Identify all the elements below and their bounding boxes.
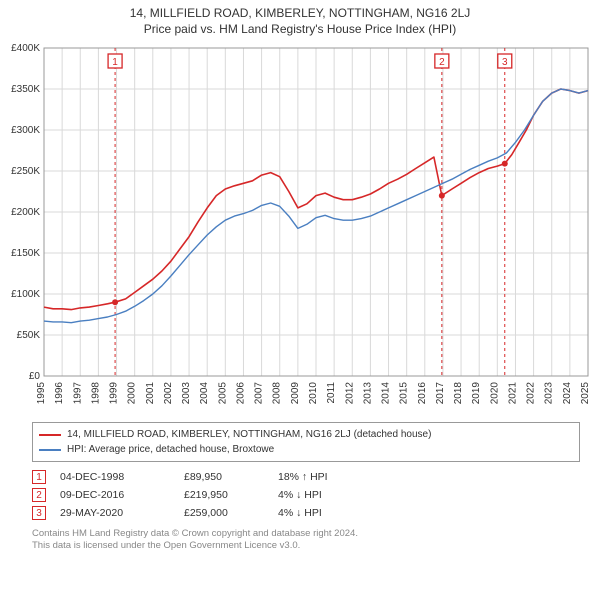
svg-text:£250K: £250K — [11, 166, 40, 177]
svg-text:1997: 1997 — [72, 382, 83, 405]
sale-marker-box: 2 — [32, 488, 46, 502]
svg-text:2020: 2020 — [489, 382, 500, 405]
svg-text:2011: 2011 — [326, 382, 337, 404]
attribution-line2: This data is licensed under the Open Gov… — [32, 540, 580, 552]
svg-text:2002: 2002 — [163, 382, 174, 405]
legend-swatch — [39, 434, 61, 436]
svg-text:2016: 2016 — [417, 382, 428, 405]
sale-diff: 4% ↓ HPI — [278, 507, 378, 519]
page-subtitle: Price paid vs. HM Land Registry's House … — [4, 22, 596, 36]
price-chart: £0 £50K £100K £150K £200K £250K £300K £350K £400… — [0, 38, 600, 418]
svg-text:2007: 2007 — [254, 382, 265, 405]
svg-text:2019: 2019 — [471, 382, 482, 405]
sale-date: 09-DEC-2016 — [60, 489, 170, 501]
svg-text:2017: 2017 — [435, 382, 446, 405]
svg-text:2010: 2010 — [308, 382, 319, 405]
svg-text:£300K: £300K — [11, 125, 40, 136]
page-title: 14, MILLFIELD ROAD, KIMBERLEY, NOTTINGHA… — [4, 6, 596, 20]
svg-text:£50K: £50K — [17, 330, 41, 341]
svg-text:1999: 1999 — [109, 382, 120, 405]
chart-svg: £0 £50K £100K £150K £200K £250K £300K £350K £400… — [0, 38, 600, 418]
svg-text:1995: 1995 — [36, 382, 47, 405]
svg-text:1996: 1996 — [54, 382, 65, 405]
svg-text:£100K: £100K — [11, 289, 40, 300]
sale-diff: 4% ↓ HPI — [278, 489, 378, 501]
legend-label: 14, MILLFIELD ROAD, KIMBERLEY, NOTTINGHA… — [67, 427, 431, 442]
sales-row: 1 04-DEC-1998 £89,950 18% ↑ HPI — [32, 470, 580, 484]
sales-row: 2 09-DEC-2016 £219,950 4% ↓ HPI — [32, 488, 580, 502]
svg-text:2000: 2000 — [127, 382, 138, 405]
svg-text:2008: 2008 — [272, 382, 283, 405]
sale-diff: 18% ↑ HPI — [278, 471, 378, 483]
svg-text:2: 2 — [439, 57, 445, 68]
svg-text:2006: 2006 — [235, 382, 246, 405]
svg-text:2025: 2025 — [580, 382, 591, 405]
svg-text:£150K: £150K — [11, 248, 40, 259]
svg-text:2004: 2004 — [199, 382, 210, 405]
legend-swatch — [39, 449, 61, 451]
sale-price: £89,950 — [184, 471, 264, 483]
sales-row: 3 29-MAY-2020 £259,000 4% ↓ HPI — [32, 506, 580, 520]
sale-marker-box: 1 — [32, 470, 46, 484]
svg-text:2021: 2021 — [507, 382, 518, 405]
svg-text:2014: 2014 — [381, 382, 392, 405]
svg-text:£0: £0 — [29, 371, 41, 382]
svg-text:2001: 2001 — [145, 382, 156, 405]
sale-price: £219,950 — [184, 489, 264, 501]
legend-label: HPI: Average price, detached house, Brox… — [67, 442, 274, 457]
sale-date: 29-MAY-2020 — [60, 507, 170, 519]
svg-text:£200K: £200K — [11, 207, 40, 218]
sales-table: 1 04-DEC-1998 £89,950 18% ↑ HPI 2 09-DEC-2016… — [32, 470, 580, 524]
svg-text:3: 3 — [502, 57, 508, 68]
legend: 14, MILLFIELD ROAD, KIMBERLEY, NOTTINGHA… — [32, 422, 580, 462]
svg-text:2009: 2009 — [290, 382, 301, 405]
sale-marker-box: 3 — [32, 506, 46, 520]
svg-text:2003: 2003 — [181, 382, 192, 405]
svg-text:2012: 2012 — [344, 382, 355, 405]
svg-text:2018: 2018 — [453, 382, 464, 405]
svg-text:£400K: £400K — [11, 43, 40, 54]
svg-text:2022: 2022 — [526, 382, 537, 405]
svg-text:2013: 2013 — [362, 382, 373, 405]
sale-date: 04-DEC-1998 — [60, 471, 170, 483]
svg-text:2015: 2015 — [399, 382, 410, 405]
svg-text:1: 1 — [112, 57, 118, 68]
svg-text:£350K: £350K — [11, 84, 40, 95]
attribution: Contains HM Land Registry data © Crown c… — [32, 528, 580, 553]
legend-item: HPI: Average price, detached house, Brox… — [39, 442, 573, 457]
sale-price: £259,000 — [184, 507, 264, 519]
svg-text:2024: 2024 — [562, 382, 573, 405]
legend-item: 14, MILLFIELD ROAD, KIMBERLEY, NOTTINGHA… — [39, 427, 573, 442]
svg-text:2005: 2005 — [217, 382, 228, 405]
attribution-line1: Contains HM Land Registry data © Crown c… — [32, 528, 580, 540]
svg-text:2023: 2023 — [544, 382, 555, 405]
svg-text:1998: 1998 — [90, 382, 101, 405]
